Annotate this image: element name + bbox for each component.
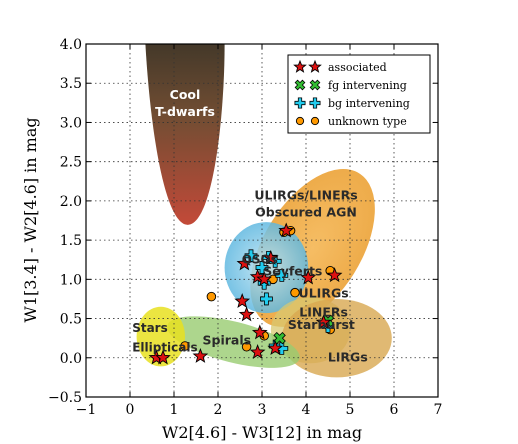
x-tick-label: 4 [302,402,311,418]
x-tick-label: 5 [346,402,355,418]
region-stars [136,306,185,367]
x-tick-label: −1 [76,402,97,418]
x-tick-label: 6 [390,402,399,418]
x-tick-label: 2 [214,402,223,418]
associated-point [278,222,295,238]
y-tick-label: 1.0 [60,272,82,288]
y-tick-label: −0.5 [48,390,82,406]
ticks: −1 0 1 2 3 4 5 6 7 −0.5 0.0 0.5 1.0 1.5 2.0 2.5 3.0 3.5 4.… [48,37,442,418]
y-tick-label: 1.5 [60,233,82,249]
legend-item: bg intervening [294,97,410,110]
x-tick-label: 1 [170,402,179,418]
legend-label: bg intervening [328,97,410,110]
legend-marker [293,59,307,73]
legend: associated fg intervening bg intervening un… [287,54,431,134]
associated-point [192,347,209,363]
region-label-spirals: Spirals [203,332,252,347]
associated-point [155,349,171,365]
associated-point [326,267,343,283]
legend-item: associated [293,59,387,74]
unknown-type-point [206,291,217,302]
region-label-ulirgs-liners-obscured-agn: ULIRGs/LINERs Obscured AGN [254,187,357,219]
legend-marker [308,59,322,73]
region-label-lirgs: LIRGs [328,350,368,365]
unknown-type-point [180,341,190,351]
y-tick-label: 3.5 [60,76,82,92]
associated-point [249,344,266,359]
associated-point [300,269,317,285]
fg-intervening-point [273,331,286,345]
y-tick-label: 0.0 [60,351,82,367]
region-label-ulirgs-liners: ULIRGs LINERs [299,285,349,319]
associated-point [251,324,268,340]
legend-marker [309,79,321,91]
y-tick-label: 0.5 [60,312,82,328]
region-cool-t-dwarfs [145,44,225,225]
region-lirgs [281,298,392,378]
bg-intervening-point [260,292,273,306]
associated-point [315,314,332,330]
legend-marker [310,116,320,126]
region-spirals [167,316,300,368]
associated-point [234,293,251,308]
associated-point [262,249,279,265]
region-label-seyferts: Seyferts [263,263,322,278]
region-label-stars: Stars [132,321,168,335]
region-label-starburst: Starburst [288,317,355,332]
unknown-type-point [241,342,252,352]
region-labels: Cool T-dwarfs ULIRGs/LINERs Obscured AGN QSO… [132,87,368,365]
associated-point [238,306,255,322]
legend-item: unknown type [295,115,407,128]
y-tick-label: 2.5 [60,155,82,171]
legend-item: fg intervening [294,79,407,92]
legend-marker [309,97,321,109]
associated-point [236,255,253,271]
region-label-ellipticals: Ellipticals [132,341,197,355]
bg-intervening-point [244,249,258,263]
associated-point [267,340,284,356]
x-tick-label: 3 [258,402,267,418]
y-tick-label: 4.0 [60,37,82,53]
bg-intervening-point [275,269,289,282]
legend-marker [294,97,306,109]
regions-layer [136,44,392,378]
associated-point [249,268,266,284]
x-axis-label: W2[4.6] - W3[12] in mag [162,423,362,442]
associated-point [256,271,273,287]
unknown-type-point [290,287,300,298]
legend-label: fg intervening [328,79,407,92]
y-tick-label: 3.0 [60,115,82,131]
y-tick-label: 2.0 [60,194,82,210]
region-label-qsos: QSOs [242,253,278,267]
legend-marker [294,79,306,91]
legend-label: associated [328,61,387,74]
legend-marker [295,116,305,126]
x-tick-label: 7 [434,402,443,418]
y-axis-label: W1[3.4] - W2[4.6] in mag [21,117,40,322]
legend-label: unknown type [328,115,407,128]
region-label-cool-t-dwarfs: Cool T-dwarfs [155,87,215,119]
markers-layer [148,222,343,365]
x-tick-label: 0 [126,402,135,418]
